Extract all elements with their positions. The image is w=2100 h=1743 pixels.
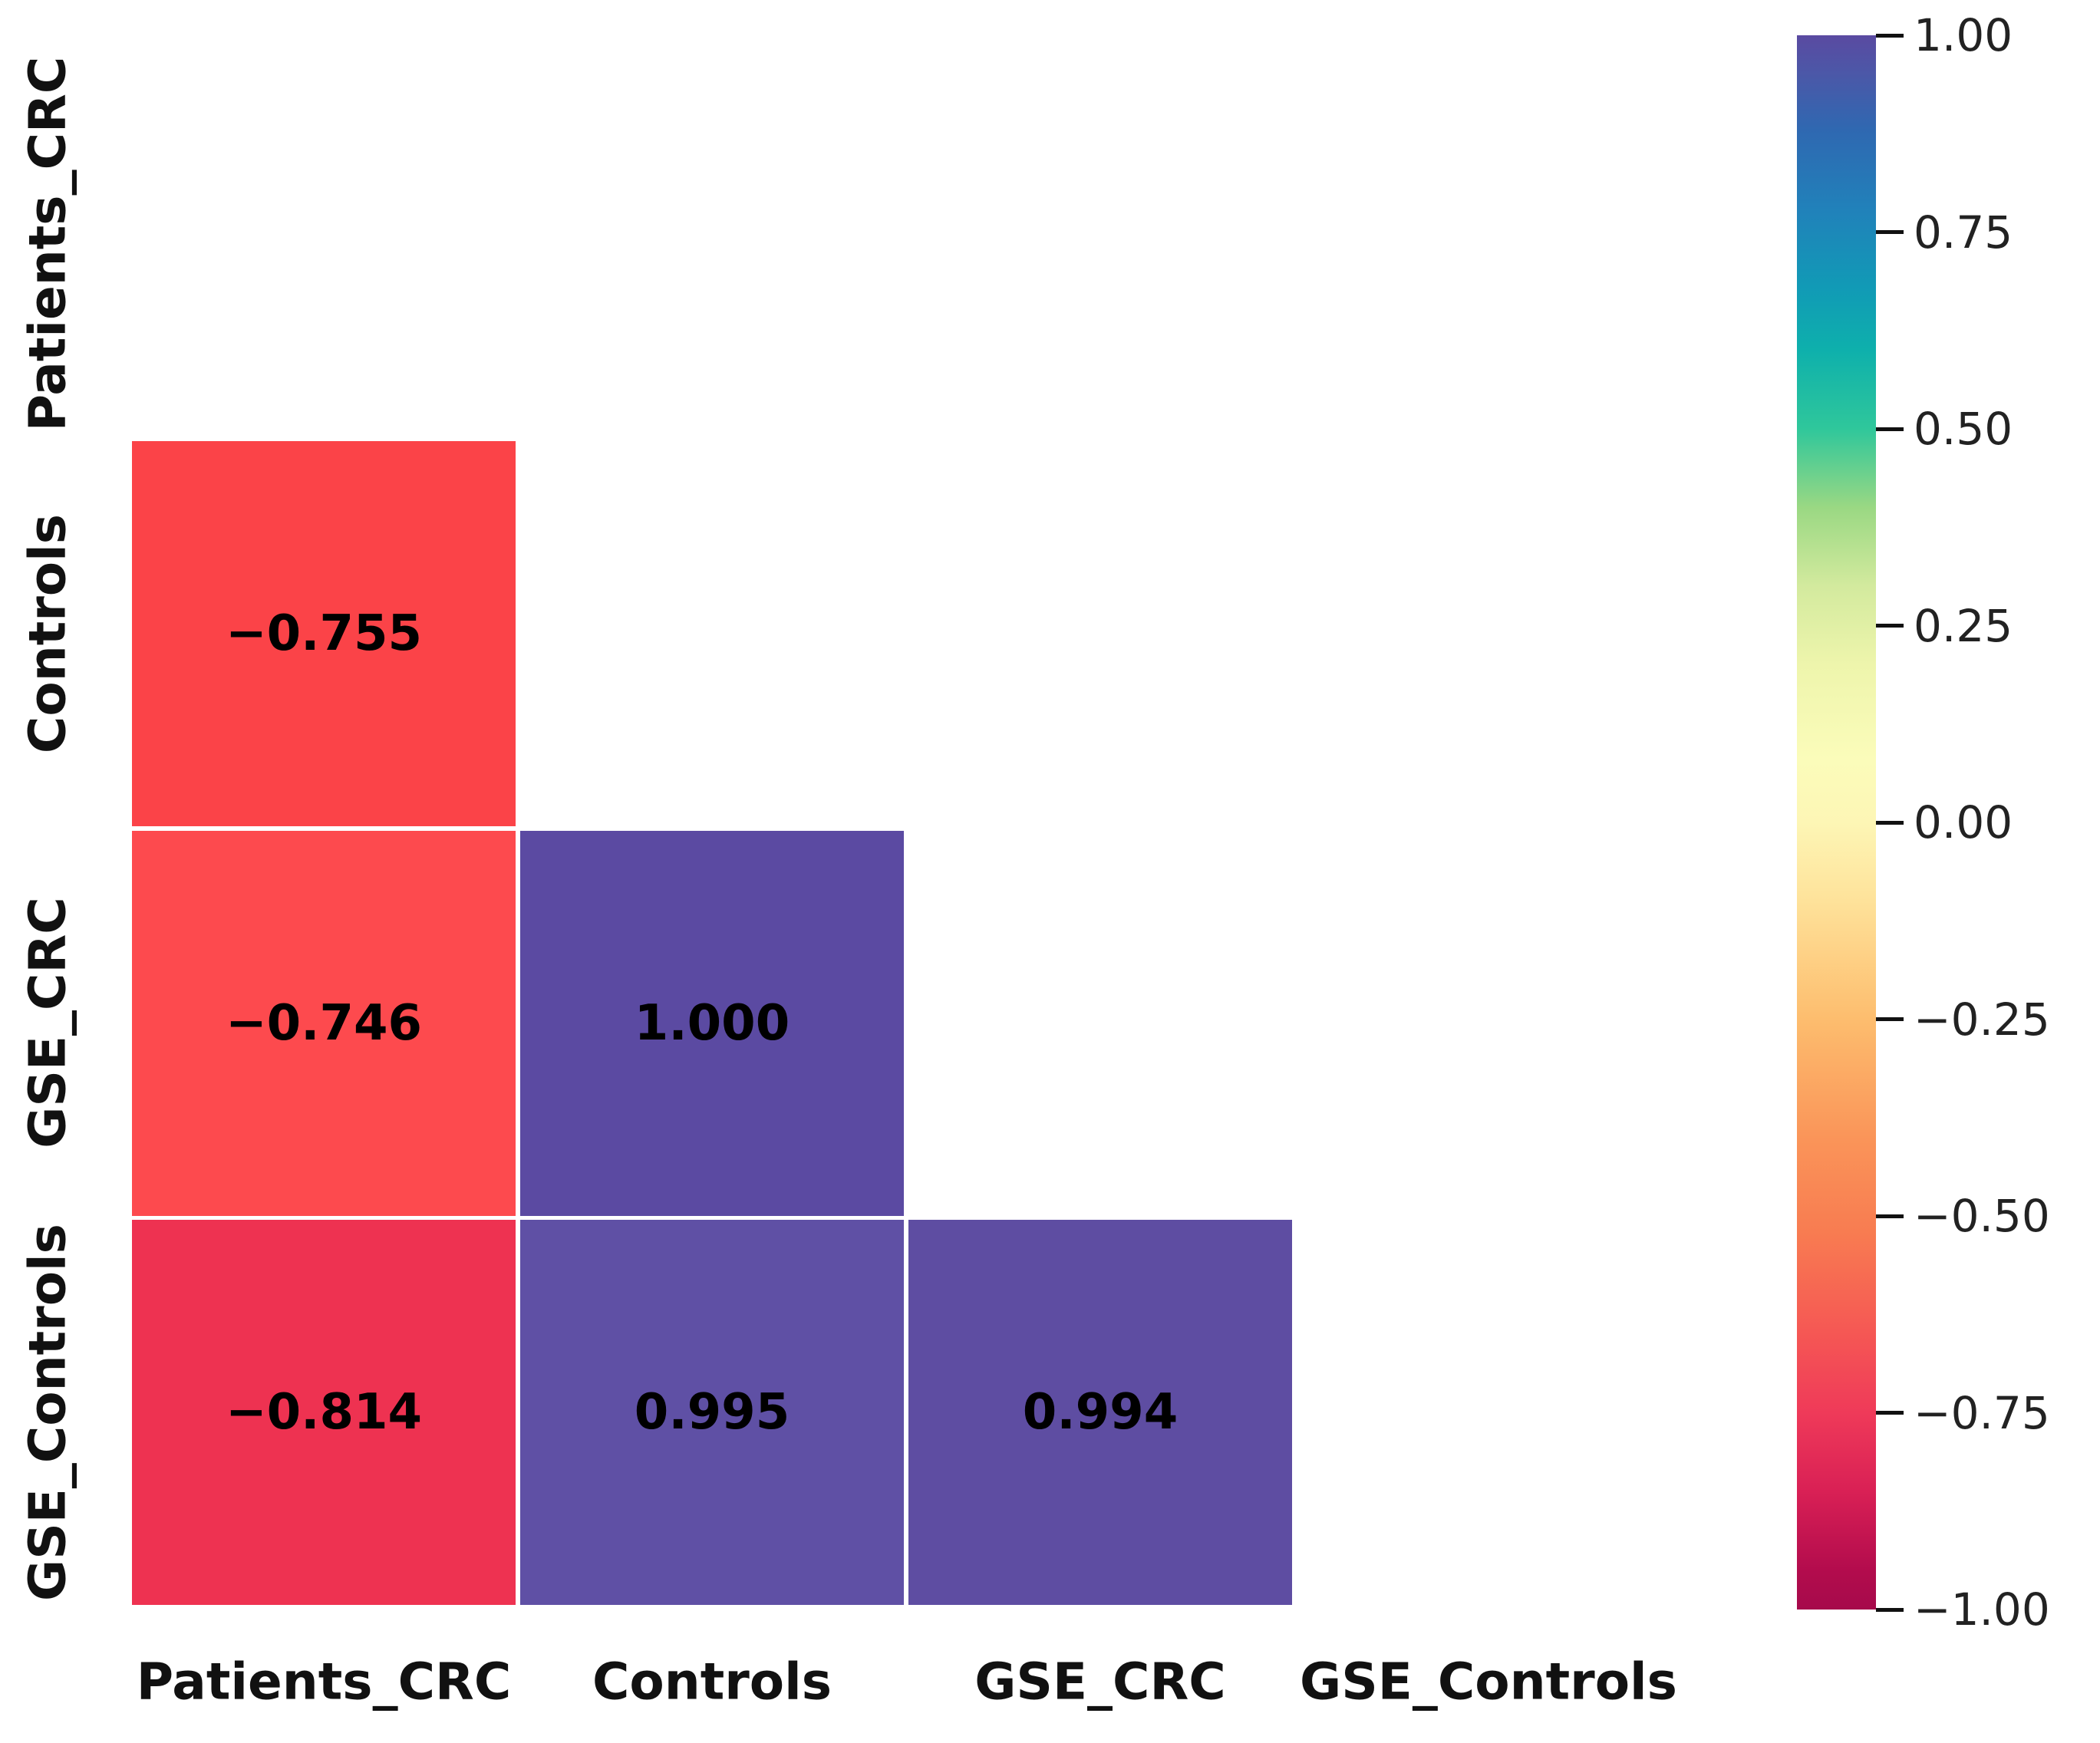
colorbar-tick-mark [1876, 1214, 1904, 1218]
colorbar-tick-mark [1876, 34, 1904, 38]
colorbar: 1.00 0.75 0.50 0.25 0.00 −0.25 −0.50 −0.… [1797, 9, 2050, 1636]
cell-value: −0.755 [225, 605, 423, 662]
cell-value: 1.000 [634, 995, 790, 1052]
heatmap-cell: −0.814 [132, 1220, 516, 1605]
cell-value: 0.995 [634, 1384, 790, 1441]
colorbar-tick-label: −0.75 [1914, 1387, 2050, 1439]
x-axis-label: GSE_CRC [974, 1652, 1226, 1712]
colorbar-tick-mark [1876, 230, 1904, 234]
x-axis-label: GSE_Controls [1300, 1652, 1677, 1712]
colorbar-tick-mark [1876, 1017, 1904, 1021]
y-axis-label: Controls [18, 513, 77, 754]
y-axis-label: Patients_CRC [18, 56, 77, 432]
heatmap-cell: 0.995 [520, 1220, 904, 1605]
colorbar-gradient [1797, 35, 1876, 1610]
heatmap-cell: 0.994 [908, 1220, 1292, 1605]
colorbar-tick-label: 0.75 [1914, 206, 2013, 259]
cell-value: −0.746 [225, 995, 423, 1052]
colorbar-tick-mark [1876, 821, 1904, 825]
heatmap-cell: −0.746 [132, 831, 516, 1216]
x-axis-label: Patients_CRC [136, 1652, 512, 1712]
colorbar-tick-label: −0.50 [1914, 1190, 2050, 1242]
cell-value: 0.994 [1022, 1384, 1179, 1441]
colorbar-tick-label: −1.00 [1914, 1583, 2050, 1636]
colorbar-tick-mark [1876, 427, 1904, 431]
colorbar-tick-label: 0.00 [1914, 796, 2013, 848]
cell-value: −0.814 [225, 1384, 423, 1441]
colorbar-tick-mark [1876, 1411, 1904, 1415]
heatmap-cell: 1.000 [520, 831, 904, 1216]
colorbar-tick-label: −0.25 [1914, 993, 2050, 1046]
colorbar-tick-mark [1876, 1608, 1904, 1612]
y-axis-label: GSE_Controls [18, 1224, 77, 1601]
colorbar-tick-mark [1876, 624, 1904, 628]
heatmap-cell: −0.755 [132, 441, 516, 826]
x-axis-label: Controls [592, 1652, 832, 1712]
colorbar-tick-label: 1.00 [1914, 9, 2013, 61]
colorbar-tick-label: 0.25 [1914, 600, 2013, 652]
colorbar-tick-label: 0.50 [1914, 403, 2013, 455]
y-axis-label: GSE_CRC [18, 897, 77, 1148]
